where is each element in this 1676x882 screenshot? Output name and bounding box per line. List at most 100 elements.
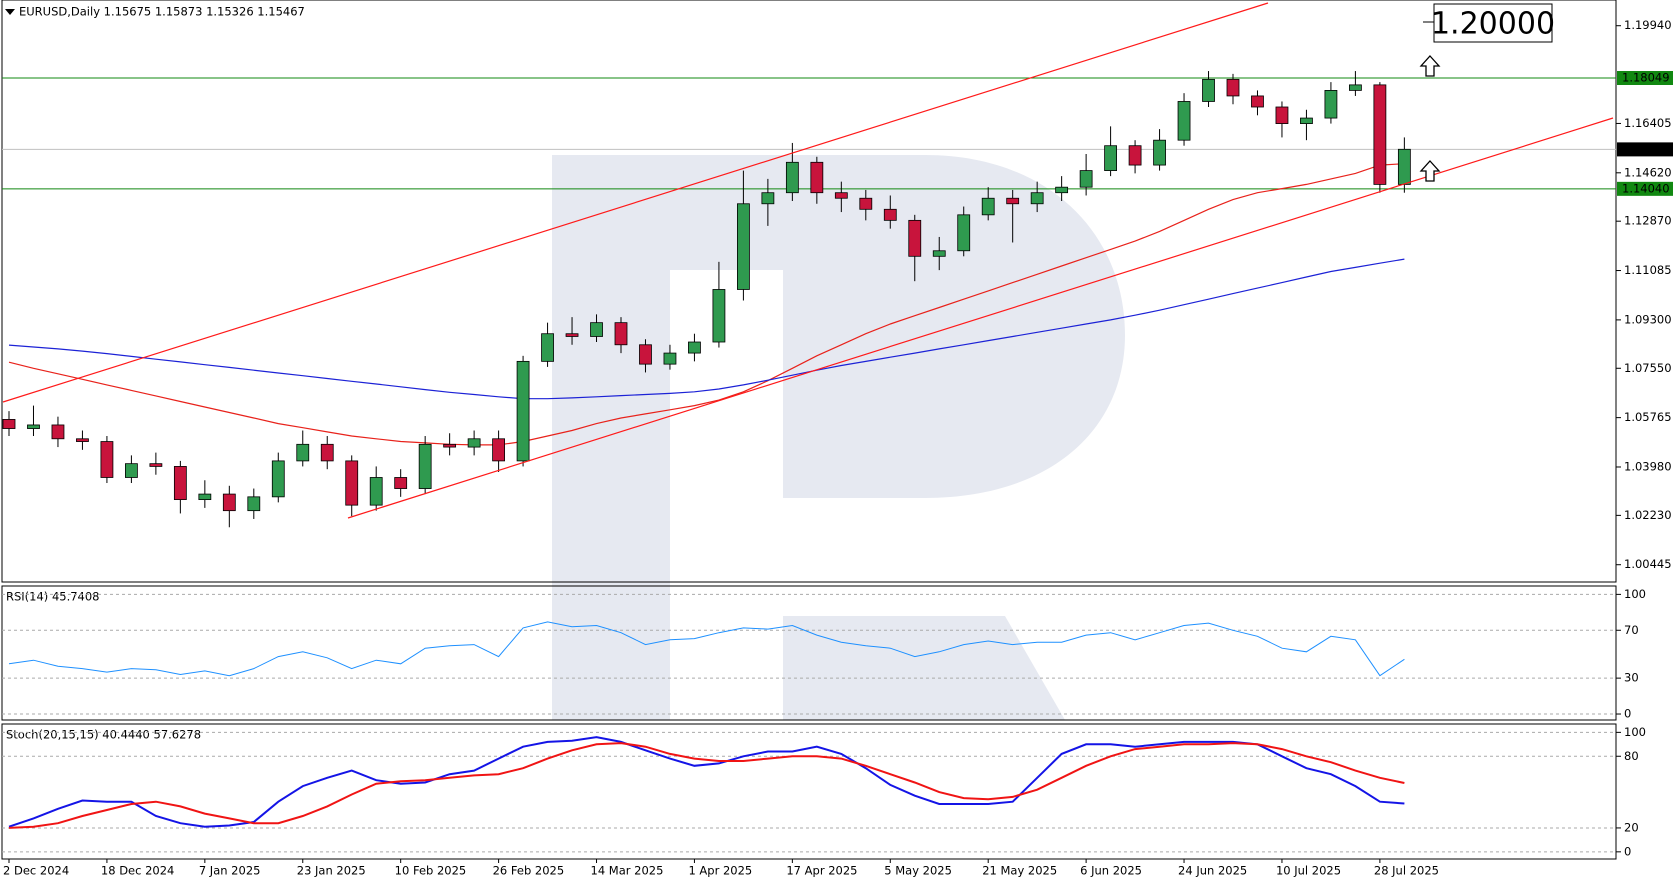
panel-frame	[1, 585, 1617, 721]
candle-body	[737, 203, 750, 290]
candle-body	[100, 441, 114, 478]
candle-body	[1251, 95, 1264, 108]
candle-body	[1373, 84, 1387, 185]
candle-body	[1104, 145, 1117, 171]
level-box	[1617, 70, 1673, 85]
candle-body	[957, 214, 971, 252]
candle-body	[761, 192, 775, 205]
candle-body	[369, 477, 383, 506]
x-tick-label: 17 Apr 2025	[786, 864, 857, 878]
candle-body	[785, 161, 799, 194]
x-tick-label: 5 May 2025	[884, 864, 952, 878]
x-tick-label: 1 Apr 2025	[688, 864, 752, 878]
x-tick-label: 10 Jul 2025	[1276, 864, 1341, 878]
candle-body	[271, 460, 285, 498]
candle-body	[1324, 90, 1338, 119]
candle-body	[883, 208, 897, 221]
x-tick-label: 18 Dec 2024	[101, 864, 174, 878]
candle-body	[1226, 78, 1240, 97]
x-tick-label: 21 May 2025	[982, 864, 1057, 878]
menu-triangle	[5, 9, 15, 15]
y-tick-label: 30	[1624, 671, 1639, 685]
watermark-bar	[552, 155, 670, 720]
candle-body	[1079, 170, 1093, 188]
panel-frame	[1, 723, 1617, 860]
x-tick-label: 26 Feb 2025	[493, 864, 565, 878]
y-tick-label: 1.07550	[1624, 361, 1672, 375]
x-tick-label: 28 Jul 2025	[1374, 864, 1439, 878]
candle-body	[1300, 117, 1313, 124]
y-tick-label: 1.00445	[1624, 557, 1672, 571]
panel-title: RSI(14) 45.7408	[6, 590, 100, 604]
candle-body	[247, 496, 261, 512]
panel-frame	[1, 0, 1617, 583]
level-box	[1617, 142, 1673, 157]
candle-body	[663, 352, 677, 365]
candle-body	[639, 344, 652, 365]
y-tick-label: 100	[1624, 725, 1646, 739]
candle-body	[1397, 148, 1411, 185]
channel-upper	[2, 2, 1269, 403]
y-tick-label: 1.14620	[1624, 165, 1672, 179]
x-tick-label: 2 Dec 2024	[3, 864, 69, 878]
candle-body	[27, 424, 40, 429]
y-tick-label: 20	[1624, 820, 1639, 834]
y-tick-label: 1.05765	[1624, 410, 1672, 424]
y-tick-label: 80	[1624, 749, 1639, 763]
candle-body	[418, 443, 432, 489]
candle-body	[222, 493, 236, 512]
y-tick-label: 1.03980	[1624, 459, 1672, 473]
candle-body	[1153, 139, 1166, 166]
target-box	[1433, 3, 1553, 43]
candle-body	[198, 493, 212, 501]
candle-body	[810, 161, 824, 194]
candle-body	[125, 463, 138, 478]
y-tick-label: 100	[1624, 587, 1646, 601]
candle-body	[614, 322, 628, 346]
candle-body	[1128, 145, 1142, 166]
candle-body	[76, 438, 89, 442]
candle-body	[149, 463, 163, 467]
y-tick-label: 1.11085	[1624, 263, 1672, 277]
candle-body	[467, 438, 481, 448]
candle-body	[541, 333, 554, 362]
moving-average	[8, 258, 1405, 400]
level-label: 1.15467	[1622, 142, 1670, 156]
x-tick-label: 7 Jan 2025	[199, 864, 261, 878]
y-tick-label: 0	[1624, 707, 1631, 721]
y-tick-label: 70	[1624, 623, 1639, 637]
candle-body	[394, 477, 408, 489]
channel	[2, 2, 1614, 519]
candle-body	[1006, 197, 1020, 205]
y-tick-label: 0	[1624, 844, 1631, 858]
candle-body	[908, 219, 922, 257]
candle-body	[1030, 192, 1044, 205]
target-label: 1.20000	[1431, 7, 1555, 42]
y-tick-label: 1.19940	[1624, 18, 1672, 32]
candle-body	[1177, 101, 1191, 141]
candle-body	[688, 341, 701, 354]
x-tick-label: 10 Feb 2025	[395, 864, 467, 878]
level-label: 1.18049	[1622, 70, 1670, 84]
y-tick-label: 1.12870	[1624, 214, 1672, 228]
candle-body	[516, 360, 530, 462]
level-label: 1.14040	[1622, 181, 1670, 195]
x-tick-label: 24 Jun 2025	[1178, 864, 1247, 878]
arrow-up	[1419, 55, 1441, 77]
indicator-line	[8, 742, 1405, 829]
x-tick-label: 14 Mar 2025	[591, 864, 664, 878]
candle-body	[1055, 186, 1069, 194]
indicator-line	[8, 736, 1405, 828]
candle-body	[320, 443, 334, 462]
x-tick-label: 23 Jan 2025	[297, 864, 366, 878]
channel-lower	[347, 117, 1614, 519]
watermark-bowl	[670, 155, 1125, 498]
candle-body	[981, 197, 995, 216]
candle-body	[1275, 106, 1289, 124]
candle-body	[932, 250, 946, 257]
candle-body	[859, 197, 873, 210]
candle-body	[834, 192, 848, 199]
arrow-up	[1419, 160, 1441, 182]
